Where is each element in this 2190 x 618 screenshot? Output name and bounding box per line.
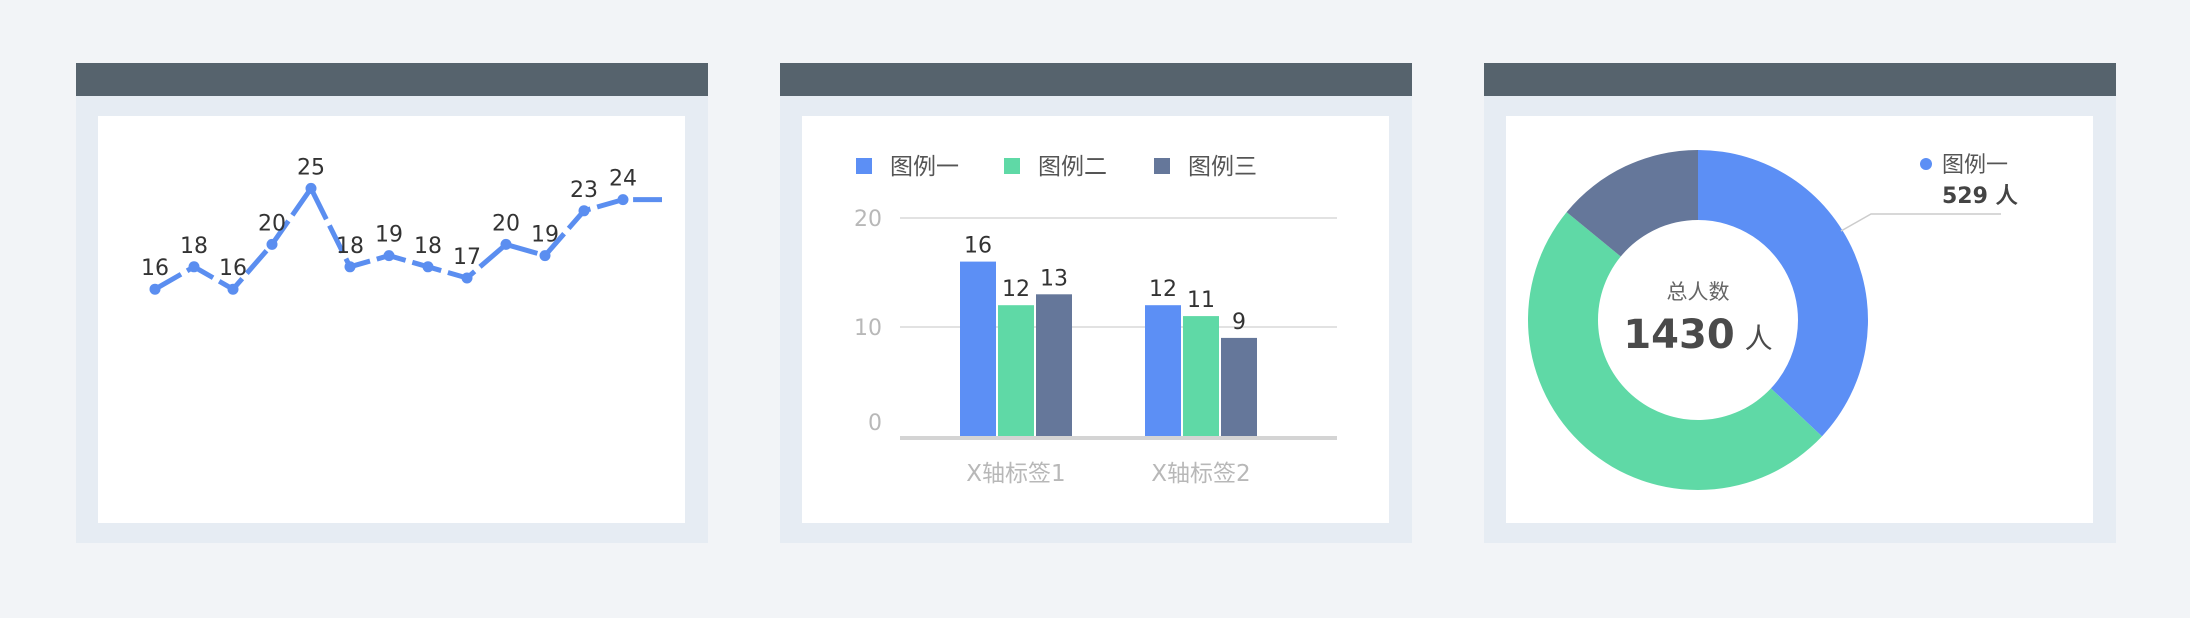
data-label: 24 [609, 167, 637, 192]
line-chart-card: 16 18 16 20 25 18 19 18 17 20 19 23 24 [76, 63, 708, 543]
bar-value-label: 11 [1187, 288, 1215, 313]
data-label: 20 [492, 211, 520, 236]
bar-value-label: 16 [964, 234, 992, 259]
x-tick-label: X轴标签2 [1151, 461, 1250, 487]
data-point [227, 283, 239, 295]
data-point [149, 283, 161, 295]
center-value: 1430 人 [1623, 312, 1772, 358]
data-point [383, 250, 395, 262]
legend-label: 图例一 [890, 154, 959, 180]
donut-slice [1698, 150, 1868, 437]
legend-swatch [1154, 158, 1170, 174]
bar [1221, 337, 1257, 436]
data-label: 18 [336, 234, 364, 259]
legend-label: 图例三 [1188, 154, 1257, 180]
bar-value-label: 9 [1232, 310, 1246, 335]
legend-label: 图例一 [1942, 153, 2008, 178]
data-label: 17 [453, 245, 481, 270]
center-value-unit: 人 [1745, 322, 1773, 355]
bar [998, 305, 1034, 436]
bar [1145, 305, 1181, 436]
card-body: 总人数 1430 人 图例一 529 人 [1506, 116, 2093, 523]
bar-chart-card: 图例一 图例二 图例三 0 10 20 16 12 13 X轴标签1 12 11 9 X轴标签2 [780, 63, 1412, 543]
card-header [1484, 63, 2116, 96]
data-point [188, 261, 200, 273]
card-body: 16 18 16 20 25 18 19 18 17 20 19 23 24 [98, 116, 685, 523]
data-label: 19 [375, 223, 403, 248]
data-point [266, 238, 278, 250]
bar-value-label: 12 [1149, 277, 1177, 302]
bar [960, 261, 996, 436]
data-label: 23 [570, 178, 598, 203]
donut-slice [1566, 150, 1698, 257]
card-header [76, 63, 708, 96]
donut-slice [1527, 212, 1822, 491]
data-point [539, 250, 551, 262]
legend-label: 图例二 [1038, 154, 1107, 180]
data-label: 16 [219, 256, 247, 281]
card-body: 图例一 图例二 图例三 0 10 20 16 12 13 X轴标签1 12 11 9 X轴标签2 [802, 116, 1389, 523]
data-label: 19 [531, 223, 559, 248]
donut-chart-card: 总人数 1430 人 图例一 529 人 [1484, 63, 2116, 543]
x-tick-label: X轴标签1 [966, 461, 1065, 487]
data-label: 18 [180, 234, 208, 259]
data-label: 25 [297, 155, 325, 180]
data-label: 20 [258, 211, 286, 236]
bar-chart: 图例一 图例二 图例三 0 10 20 16 12 13 X轴标签1 12 11 9 X轴标签2 [854, 154, 1337, 487]
data-point [500, 238, 512, 250]
data-label: 18 [414, 234, 442, 259]
y-tick-label: 10 [854, 316, 882, 341]
data-point [461, 272, 473, 284]
center-value-number: 1430 [1623, 312, 1734, 358]
bar [1183, 316, 1219, 436]
slice-value-label: 529 人 [1942, 184, 2018, 209]
leader-line [1840, 213, 2001, 232]
line-chart: 16 18 16 20 25 18 19 18 17 20 19 23 24 [141, 155, 662, 295]
series-line [153, 185, 662, 292]
bar [1036, 294, 1072, 436]
donut-chart: 总人数 1430 人 图例一 529 人 [1527, 150, 2018, 491]
bar-value-label: 13 [1040, 266, 1068, 291]
legend-swatch [856, 158, 872, 174]
y-tick-label: 0 [868, 411, 882, 436]
data-label: 16 [141, 256, 169, 281]
legend-marker [1920, 158, 1932, 170]
data-point [617, 194, 629, 206]
legend-swatch [1004, 158, 1020, 174]
y-tick-label: 20 [854, 207, 882, 232]
data-point [578, 205, 590, 217]
card-header [780, 63, 1412, 96]
center-label: 总人数 [1667, 280, 1730, 304]
data-point [305, 182, 317, 194]
data-point [344, 261, 356, 273]
data-point [422, 261, 434, 273]
bar-value-label: 12 [1002, 277, 1030, 302]
